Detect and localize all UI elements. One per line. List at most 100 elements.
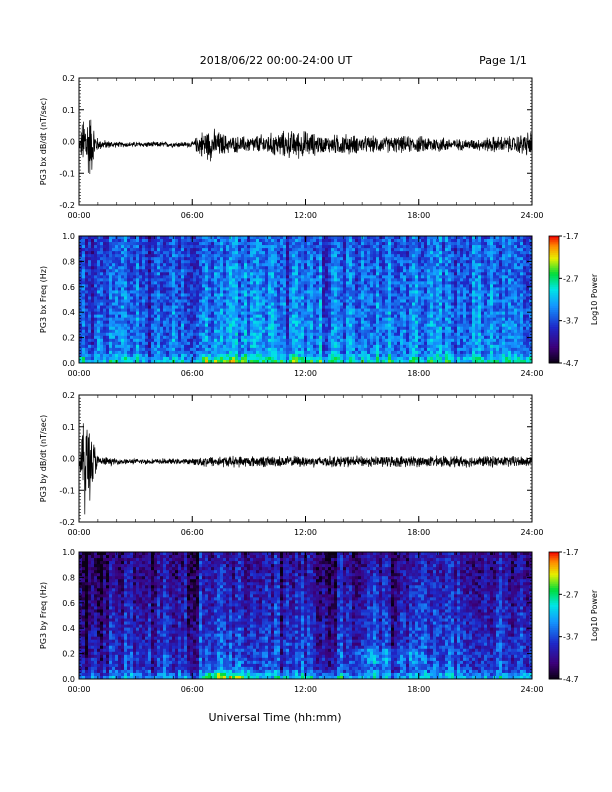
spectrogram-cell	[364, 299, 368, 303]
spectrogram-cell	[82, 326, 86, 331]
spectrogram-cell	[268, 248, 272, 252]
spectrogram-cell	[292, 266, 296, 270]
spectrogram-cell	[208, 236, 212, 240]
spectrogram-cell	[271, 323, 275, 328]
spectrogram-cell	[223, 236, 227, 240]
spectrogram-cell	[394, 236, 398, 240]
spectrogram-cell	[298, 254, 302, 258]
spectrogram-cell	[163, 302, 167, 306]
spectrogram-cell	[256, 284, 260, 288]
spectrogram-cell	[238, 329, 242, 334]
spectrogram-cell	[154, 236, 158, 240]
spectrogram-cell	[151, 350, 155, 355]
spectrogram-cell	[271, 293, 275, 297]
spectrogram-cell	[250, 311, 254, 316]
spectrogram-cell	[304, 269, 308, 273]
spectrogram-cell	[166, 278, 170, 282]
spectrogram-cell	[103, 311, 107, 316]
spectrogram-cell	[145, 341, 149, 346]
spectrogram-cell	[214, 290, 218, 294]
spectrogram-cell	[301, 332, 305, 337]
spectrogram-cell	[334, 344, 338, 349]
spectrogram-cell	[271, 296, 275, 300]
spectrogram-cell	[400, 245, 404, 249]
spectrogram-cell	[388, 245, 392, 249]
spectrogram-cell	[268, 335, 272, 340]
spectrogram-cell	[181, 323, 185, 328]
spectrogram-cell	[232, 290, 236, 294]
spectrogram-cell	[205, 266, 209, 270]
spectrogram-cell	[121, 263, 125, 267]
spectrogram-cell	[283, 263, 287, 267]
spectrogram-cell	[373, 341, 377, 346]
spectrogram-cell	[370, 242, 374, 246]
spectrogram-cell	[274, 299, 278, 303]
spectrogram-cell	[181, 353, 185, 358]
spectrogram-cell	[355, 311, 359, 316]
spectrogram-cell	[148, 332, 152, 337]
spectrogram-cell	[385, 326, 389, 331]
spectrogram-cell	[292, 248, 296, 252]
spectrogram-cell	[100, 254, 104, 258]
spectrogram-cell	[94, 317, 98, 322]
spectrogram-cell	[154, 254, 158, 258]
spectrogram-cell	[226, 281, 230, 285]
spectrogram-cell	[373, 293, 377, 297]
spectrogram-cell	[415, 242, 419, 246]
spectrogram-cell	[199, 329, 203, 334]
spectrogram-cell	[142, 287, 146, 291]
spectrogram-cell	[118, 245, 122, 249]
spectrogram-cell	[142, 278, 146, 282]
spectrogram-cell	[121, 356, 125, 361]
spectrogram-cell	[196, 260, 200, 264]
spectrogram-cell	[244, 302, 248, 306]
spectrogram-cell	[103, 296, 107, 300]
spectrogram-cell	[322, 257, 326, 261]
spectrogram-cell	[193, 284, 197, 288]
spectrogram-cell	[208, 350, 212, 355]
spectrogram-cell	[214, 299, 218, 303]
spectrogram-cell	[331, 287, 335, 291]
spectrogram-cell	[214, 281, 218, 285]
spectrogram-cell	[79, 248, 83, 252]
spectrogram-cell	[301, 236, 305, 240]
spectrogram-cell	[244, 248, 248, 252]
spectrogram-cell	[274, 278, 278, 282]
spectrogram-cell	[361, 281, 365, 285]
spectrogram-cell	[355, 260, 359, 264]
spectrogram-cell	[313, 245, 317, 249]
spectrogram-cell	[289, 305, 293, 309]
spectrogram-cell	[94, 260, 98, 264]
spectrogram-cell	[331, 347, 335, 352]
spectrogram-cell	[202, 284, 206, 288]
spectrogram-cell	[325, 248, 329, 252]
spectrogram-cell	[97, 269, 101, 273]
spectrogram-cell	[259, 260, 263, 264]
spectrogram-cell	[100, 278, 104, 282]
spectrogram-cell	[397, 275, 401, 279]
spectrogram-cell	[253, 302, 257, 306]
spectrogram-cell	[277, 317, 281, 322]
spectrogram-cell	[271, 338, 275, 343]
spectrogram-cell	[88, 326, 92, 331]
spectrogram-cell	[370, 347, 374, 352]
spectrogram-cell	[295, 290, 299, 294]
spectrogram-cell	[373, 359, 377, 364]
spectrogram-cell	[268, 266, 272, 270]
spectrogram-cell	[394, 341, 398, 346]
spectrogram-cell	[268, 302, 272, 306]
spectrogram-cell	[364, 257, 368, 261]
spectrogram-cell	[325, 260, 329, 264]
spectrogram-cell	[277, 239, 281, 243]
spectrogram-cell	[175, 254, 179, 258]
spectrogram-cell	[409, 278, 413, 282]
spectrogram-cell	[196, 353, 200, 358]
spectrogram-cell	[313, 293, 317, 297]
spectrogram-cell	[313, 356, 317, 361]
spectrogram-cell	[205, 236, 209, 240]
spectrogram-cell	[172, 335, 176, 340]
spectrogram-cell	[79, 257, 83, 261]
spectrogram-cell	[346, 263, 350, 267]
spectrogram-cell	[244, 320, 248, 325]
spectrogram-cell	[310, 305, 314, 309]
